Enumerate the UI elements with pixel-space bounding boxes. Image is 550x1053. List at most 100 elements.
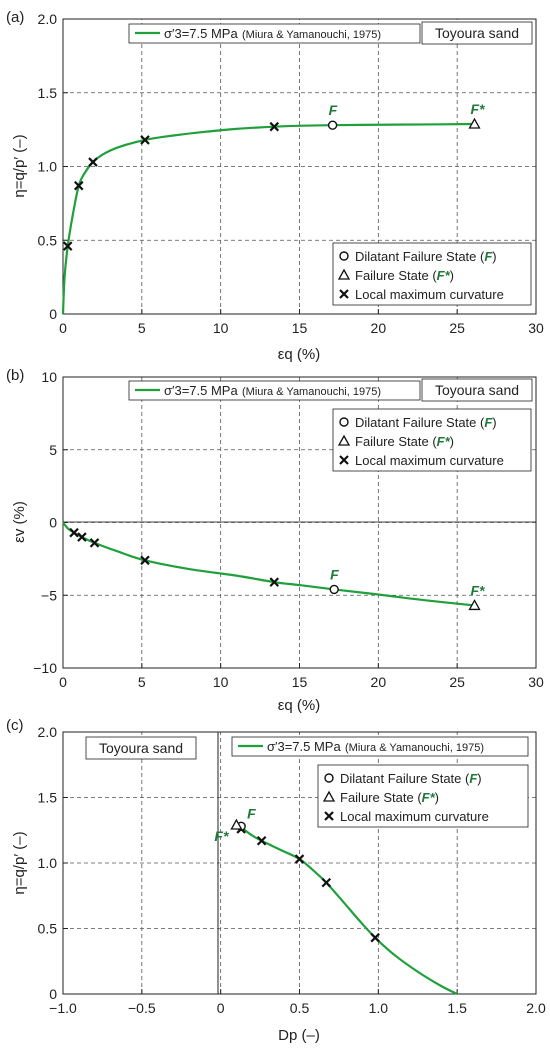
failure-state-point [230, 818, 243, 830]
failure-state-point [468, 599, 481, 611]
y-tick-label: 1.0 [38, 855, 58, 871]
panel-c-marker-legend: Dilatant Failure State (F) Failure State … [317, 764, 529, 828]
legend-cross-icon [324, 811, 334, 821]
F-label: F [247, 805, 256, 821]
panel-b-xticks: 0 5 10 15 20 25 30 [59, 663, 544, 690]
local-max-curvature-point [89, 538, 100, 548]
y-tick-label: 0.5 [38, 921, 58, 937]
panel-b-ylabel: εv (%) [11, 501, 28, 543]
y-tick-label: 1.5 [38, 85, 58, 101]
x-tick-label: 20 [371, 674, 387, 690]
x-tick-label: 5 [138, 320, 146, 336]
panel-c-series-line [238, 825, 458, 995]
panel-a-series-legend: σ′3=7.5 MPa (Miura & Yamanouchi, 1975) [128, 23, 421, 44]
marker-legend-text: Local maximum curvature [340, 809, 489, 824]
sand-label: Toyoura sand [99, 740, 183, 756]
y-tick-label: 1.5 [38, 790, 58, 806]
panel-c-series-legend: σ′3=7.5 MPa (Miura & Yamanouchi, 1975) [231, 736, 529, 757]
panel-a-sand-box: Toyoura sand [421, 21, 533, 45]
local-max-curvature-point [140, 555, 150, 566]
y-tick-label: 1.0 [38, 159, 58, 175]
local-max-curvature-point [294, 854, 305, 864]
legend-series: σ′3=7.5 MPa [267, 739, 341, 754]
y-tick-label: 5 [49, 442, 57, 458]
panel-a-label: (a) [6, 9, 24, 26]
y-tick-label: −10 [33, 660, 57, 676]
local-max-curvature-point [321, 877, 332, 888]
panel-a-ylabel: η=q/p′ (–) [11, 134, 28, 197]
x-tick-label: 0.5 [290, 1000, 310, 1016]
x-tick-label: 10 [213, 320, 229, 336]
y-tick-label: 2.0 [38, 11, 58, 27]
panel-c-label: (c) [6, 717, 24, 734]
panel-a: (a) 0 5 10 15 20 25 30 0 0.5 1.0 1.5 2.0 F F* εq (%… [6, 9, 544, 363]
x-tick-label: 15 [292, 320, 308, 336]
local-max-curvature-point [62, 241, 73, 251]
panel-b: (b) 0 5 10 15 20 25 30 −10 −5 0 5 10 F F* εq (%) εv… [6, 367, 544, 714]
legend-circle-icon [339, 251, 349, 261]
marker-legend-text: Dilatant Failure State (F) [340, 771, 482, 786]
x-tick-label: 10 [213, 674, 229, 690]
panel-b-marker-legend: Dilatant Failure State (F) Failure State … [332, 408, 532, 472]
x-tick-label: 25 [449, 674, 465, 690]
local-max-curvature-point [88, 157, 98, 167]
legend-series: σ′3=7.5 MPa [164, 26, 238, 41]
panel-c-yticks: 0 0.5 1.0 1.5 2.0 [38, 724, 68, 1002]
y-tick-label: 10 [41, 369, 57, 385]
y-tick-label: 0 [49, 515, 57, 531]
y-tick-label: 0 [49, 986, 57, 1002]
legend-circle-icon [324, 773, 334, 783]
y-tick-label: −5 [41, 587, 57, 603]
legend-cross-icon [339, 289, 349, 299]
local-max-curvature-point [69, 527, 79, 538]
x-tick-label: 20 [371, 320, 387, 336]
y-tick-label: 0.5 [38, 232, 58, 248]
marker-legend-text: Failure State (F*) [355, 434, 454, 449]
panel-b-label: (b) [6, 367, 24, 384]
Fstar-label: F* [214, 828, 229, 844]
local-max-curvature-point [370, 932, 380, 943]
y-tick-label: 2.0 [38, 724, 58, 740]
y-tick-label: 0 [49, 306, 57, 322]
x-tick-label: 1.0 [369, 1000, 389, 1016]
x-tick-label: 30 [528, 320, 544, 336]
legend-triangle-icon [337, 268, 351, 280]
x-tick-label: 0 [217, 1000, 225, 1016]
panel-c: (c) −1.0 −0.5 0 0.5 1.0 1.5 2.0 00.51.01.52.0 … [6, 717, 546, 1044]
panel-b-sand-box: Toyoura sand [421, 378, 533, 402]
panel-c-xticks: −1.0 −0.5 0 0.5 1.0 1.5 2.0 [49, 989, 546, 1016]
local-max-curvature-point [77, 532, 87, 542]
legend-source: (Miura & Yamanouchi, 1975) [345, 742, 484, 754]
dilatant-failure-point [327, 120, 338, 130]
panel-b-marks: F F* [69, 527, 485, 611]
x-tick-label: 25 [449, 320, 465, 336]
panel-c-sand-box: Toyoura sand [85, 736, 197, 760]
legend-source: (Miura & Yamanouchi, 1975) [242, 386, 381, 398]
x-tick-label: 15 [292, 674, 308, 690]
panel-a-marker-legend: Dilatant Failure State (F) Failure State … [332, 242, 532, 306]
panel-a-marks: F F* [62, 101, 485, 251]
local-max-curvature-point [269, 577, 280, 587]
marker-legend-box [332, 242, 532, 306]
panel-b-series-legend: σ′3=7.5 MPa (Miura & Yamanouchi, 1975) [128, 380, 421, 401]
x-tick-label: 0 [59, 674, 67, 690]
local-max-curvature-point [269, 121, 280, 132]
panel-a-yticks: 0 0.5 1.0 1.5 2.0 [38, 11, 68, 322]
legend-triangle-icon [337, 434, 351, 446]
x-tick-label: 1.5 [447, 1000, 467, 1016]
legend-circle-icon [339, 417, 349, 427]
x-tick-label: 5 [138, 674, 146, 690]
legend-source: (Miura & Yamanouchi, 1975) [242, 29, 381, 41]
local-max-curvature-point [256, 835, 267, 846]
marker-legend-text: Local maximum curvature [355, 453, 504, 468]
marker-legend-text: Dilatant Failure State (F) [355, 249, 497, 264]
marker-legend-box [332, 408, 532, 472]
F-label: F [330, 566, 339, 582]
panel-c-marks: F F* [214, 805, 380, 943]
marker-legend-text: Failure State (F*) [355, 268, 454, 283]
legend-triangle-icon [322, 790, 336, 802]
panel-c-ylabel: η=q/p′ (–) [11, 831, 28, 894]
x-tick-label: 30 [528, 674, 544, 690]
local-max-curvature-point [73, 180, 84, 191]
